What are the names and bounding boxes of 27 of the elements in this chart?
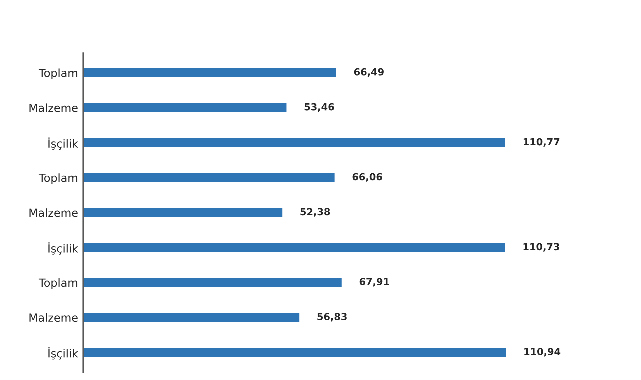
y-tick-label: Malzeme xyxy=(30,313,78,322)
bar xyxy=(83,172,336,184)
data-label: 110,77 xyxy=(524,138,560,147)
y-tick-label: İşçilik xyxy=(48,138,78,150)
data-label: 66,06 xyxy=(352,173,382,182)
bar xyxy=(83,136,507,149)
data-label: 66,49 xyxy=(354,68,384,78)
y-tick-label: Toplam xyxy=(38,174,78,184)
data-label: 52,38 xyxy=(300,208,330,217)
bar xyxy=(83,242,507,254)
y-tick-label: Malzeme xyxy=(30,208,78,218)
data-label: 67,91 xyxy=(360,278,390,287)
bar xyxy=(83,346,508,359)
data-label: 56,83 xyxy=(318,313,347,322)
bar xyxy=(83,206,284,219)
y-tick-label: İşçilik xyxy=(48,347,78,360)
y-tick-label: Toplam xyxy=(38,68,78,80)
y-tick-label: İşçilik xyxy=(48,242,78,255)
bar xyxy=(83,276,344,289)
data-label: 110,94 xyxy=(524,348,561,357)
data-label: 110,73 xyxy=(524,243,560,252)
bar xyxy=(83,312,301,324)
bar xyxy=(83,67,338,79)
data-label: 53,46 xyxy=(304,103,334,112)
bar xyxy=(83,102,288,114)
y-tick-label: Malzeme xyxy=(30,104,78,112)
y-tick-label: Toplam xyxy=(38,278,78,290)
